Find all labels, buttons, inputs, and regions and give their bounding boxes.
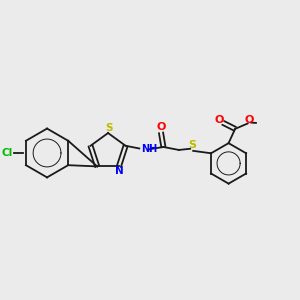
Text: S: S xyxy=(105,123,112,133)
Text: O: O xyxy=(214,115,224,125)
Text: S: S xyxy=(189,140,196,150)
Text: Cl: Cl xyxy=(2,148,13,158)
Text: N: N xyxy=(115,166,124,176)
Text: O: O xyxy=(156,122,166,132)
Text: O: O xyxy=(244,115,254,125)
Text: NH: NH xyxy=(141,144,157,154)
